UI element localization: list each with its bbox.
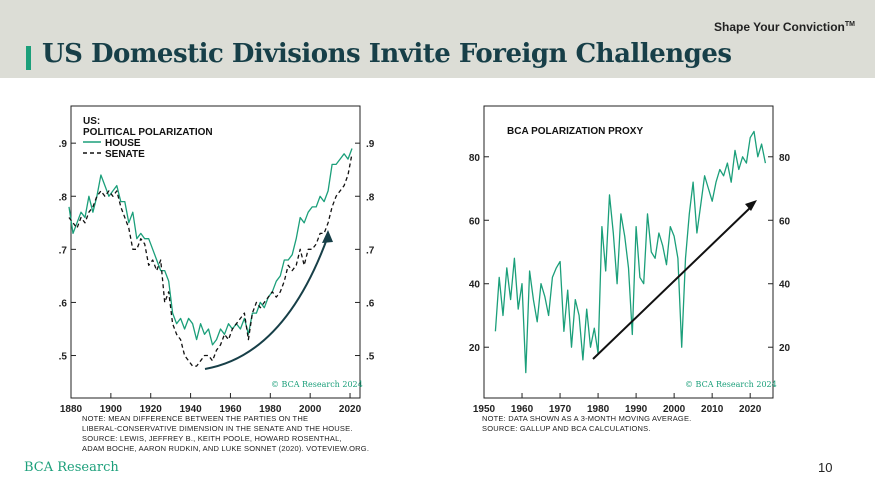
x-tick-label: 1960 <box>219 404 242 415</box>
x-tick-label: 2020 <box>739 404 762 415</box>
legend-house-label: HOUSE <box>105 138 141 149</box>
y-tick-label-right: .8 <box>366 192 375 203</box>
x-tick-label: 1940 <box>179 404 202 415</box>
left-chart: 1880 1900 1920 1940 1960 1980 2000 2020 .5 .5 .6 .6… <box>59 139 375 415</box>
y-tick-label-left: 80 <box>469 153 481 164</box>
y-tick-label-left: .5 <box>59 352 68 363</box>
senate-series-line <box>68 153 353 367</box>
trend-arrow-head <box>745 200 757 211</box>
trend-arrow <box>592 205 753 360</box>
x-tick-label: 1880 <box>60 404 83 415</box>
y-tick-label-right: 80 <box>779 153 791 164</box>
y-tick-label-right: .6 <box>366 298 375 309</box>
x-tick-label: 1950 <box>473 404 496 415</box>
trend-arrow-head <box>322 230 333 243</box>
right-chart-notes: NOTE: DATA SHOWN AS A 3-MONTH MOVING AVE… <box>482 414 691 434</box>
page-number: 10 <box>818 460 833 475</box>
x-tick-label: 1990 <box>625 404 648 415</box>
y-tick-label-left: 60 <box>469 216 481 227</box>
x-tick-label: 2020 <box>339 404 362 415</box>
y-tick-label-right: 40 <box>779 280 791 291</box>
left-watermark: © BCA Research 2024 <box>271 380 363 389</box>
right-watermark: © BCA Research 2024 <box>685 380 777 389</box>
y-tick-label-left: 20 <box>469 343 481 354</box>
x-tick-label: 1980 <box>259 404 282 415</box>
left-chart-title: US: <box>83 116 100 127</box>
house-series-line <box>68 148 353 346</box>
left-chart-frame <box>70 105 361 399</box>
x-tick-label: 1970 <box>549 404 572 415</box>
y-tick-label-right: 60 <box>779 216 791 227</box>
right-chart-title: BCA POLARIZATION PROXY <box>507 126 643 137</box>
right-note-line: NOTE: DATA SHOWN AS A 3-MONTH MOVING AVE… <box>482 414 692 423</box>
y-tick-label-left: .6 <box>59 298 68 309</box>
trend-arrow <box>204 235 329 370</box>
left-chart-subtitle: POLITICAL POLARIZATION <box>83 127 213 138</box>
x-tick-label: 2000 <box>299 404 322 415</box>
x-tick-label: 2010 <box>701 404 724 415</box>
y-tick-label-left: .9 <box>59 139 68 150</box>
y-tick-label-left: 40 <box>469 280 481 291</box>
left-note-line: ADAM BOCHE, AARON RUDKIN, AND LUKE SONNE… <box>82 444 370 453</box>
left-note-line: LIBERAL-CONSERVATIVE DIMENSION IN THE SE… <box>82 424 353 433</box>
y-tick-label-right: .5 <box>366 352 375 363</box>
left-chart-notes: NOTE: MEAN DIFFERENCE BETWEEN THE PARTIE… <box>82 414 369 454</box>
x-tick-label: 1980 <box>587 404 610 415</box>
y-tick-label-right: .9 <box>366 139 375 150</box>
x-tick-label: 1900 <box>100 404 123 415</box>
legend-senate-label: SENATE <box>105 149 145 160</box>
title-accent-bar <box>26 46 31 70</box>
y-tick-label-right: .7 <box>366 245 375 256</box>
y-tick-label-right: 20 <box>779 343 791 354</box>
left-note-line: SOURCE: LEWIS, JEFFREY B., KEITH POOLE, … <box>82 434 342 443</box>
page-title: US Domestic Divisions Invite Foreign Cha… <box>42 39 732 69</box>
y-tick-label-left: .7 <box>59 245 68 256</box>
header-band <box>0 0 875 78</box>
right-note-line: SOURCE: GALLUP AND BCA CALCULATIONS. <box>482 424 651 433</box>
x-tick-label: 1960 <box>511 404 534 415</box>
x-tick-label: 2000 <box>663 404 686 415</box>
tagline: Shape Your ConvictionTM <box>714 20 855 34</box>
tagline-text: Shape Your Conviction <box>713 20 845 34</box>
y-tick-label-left: .8 <box>59 192 68 203</box>
x-tick-label: 1920 <box>140 404 163 415</box>
polarization-proxy-series-line <box>494 130 767 374</box>
brand-logo: BCA Research <box>24 460 119 475</box>
trademark-mark: TM <box>844 21 855 28</box>
left-note-line: NOTE: MEAN DIFFERENCE BETWEEN THE PARTIE… <box>82 414 309 423</box>
right-chart-frame <box>483 105 774 399</box>
